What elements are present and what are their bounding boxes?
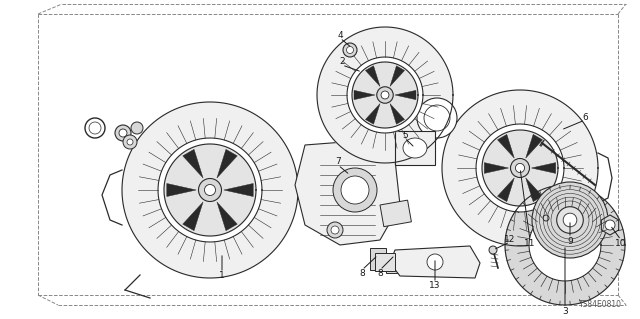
Polygon shape: [390, 66, 404, 86]
Polygon shape: [158, 138, 262, 242]
Circle shape: [532, 182, 608, 258]
Polygon shape: [217, 149, 237, 178]
Polygon shape: [484, 163, 509, 174]
Circle shape: [511, 159, 529, 177]
Circle shape: [557, 207, 583, 233]
Polygon shape: [531, 163, 556, 174]
Bar: [370, 248, 386, 270]
Polygon shape: [602, 215, 619, 235]
Circle shape: [89, 122, 101, 134]
Bar: [386, 253, 402, 273]
Text: 1: 1: [219, 271, 225, 280]
Circle shape: [331, 226, 339, 234]
Bar: [375, 253, 395, 271]
Polygon shape: [390, 104, 404, 124]
Text: 2: 2: [339, 57, 345, 66]
Polygon shape: [525, 178, 543, 202]
Text: 4: 4: [337, 31, 343, 40]
Text: 8: 8: [377, 269, 383, 278]
Text: 3: 3: [562, 307, 568, 315]
Ellipse shape: [403, 138, 427, 158]
Polygon shape: [183, 202, 203, 231]
Text: 8: 8: [359, 269, 365, 278]
Polygon shape: [164, 144, 256, 236]
Circle shape: [381, 91, 389, 99]
Circle shape: [377, 87, 393, 103]
Polygon shape: [482, 130, 558, 206]
Circle shape: [127, 139, 133, 145]
Circle shape: [85, 118, 105, 138]
Circle shape: [424, 105, 450, 131]
Text: 6: 6: [582, 113, 588, 122]
Text: TS84E0810: TS84E0810: [579, 300, 622, 309]
Polygon shape: [167, 183, 196, 197]
Circle shape: [346, 47, 353, 54]
Polygon shape: [224, 183, 253, 197]
Polygon shape: [354, 90, 375, 100]
Text: 5: 5: [402, 130, 408, 139]
Circle shape: [198, 179, 221, 202]
Text: 13: 13: [429, 281, 441, 291]
Polygon shape: [442, 90, 598, 246]
Circle shape: [563, 213, 577, 227]
Polygon shape: [347, 57, 423, 133]
Circle shape: [205, 184, 216, 196]
Circle shape: [543, 215, 549, 221]
Text: 11: 11: [524, 239, 536, 248]
Polygon shape: [352, 62, 418, 128]
Polygon shape: [295, 140, 400, 245]
Bar: [395, 131, 435, 165]
Bar: [380, 200, 412, 227]
Polygon shape: [390, 246, 480, 278]
Text: 9: 9: [567, 236, 573, 246]
Circle shape: [123, 135, 137, 149]
Polygon shape: [365, 66, 380, 86]
Circle shape: [489, 246, 497, 254]
Circle shape: [115, 125, 131, 141]
Polygon shape: [317, 27, 453, 163]
Polygon shape: [122, 102, 298, 278]
Circle shape: [333, 168, 377, 212]
Polygon shape: [505, 185, 625, 305]
Polygon shape: [525, 134, 543, 158]
Text: 12: 12: [504, 234, 516, 243]
Circle shape: [417, 98, 457, 138]
Circle shape: [119, 129, 127, 137]
Polygon shape: [476, 124, 564, 212]
Polygon shape: [365, 104, 380, 124]
Circle shape: [515, 163, 525, 173]
Text: 10: 10: [615, 239, 627, 248]
Polygon shape: [497, 134, 515, 158]
Polygon shape: [395, 90, 416, 100]
Circle shape: [427, 254, 443, 270]
Circle shape: [605, 220, 615, 230]
Circle shape: [131, 122, 143, 134]
Polygon shape: [183, 149, 203, 178]
Polygon shape: [529, 209, 601, 281]
Polygon shape: [217, 202, 237, 231]
Circle shape: [341, 176, 369, 204]
Circle shape: [343, 43, 357, 57]
Polygon shape: [497, 178, 515, 202]
Circle shape: [327, 222, 343, 238]
Text: 7: 7: [335, 158, 341, 167]
